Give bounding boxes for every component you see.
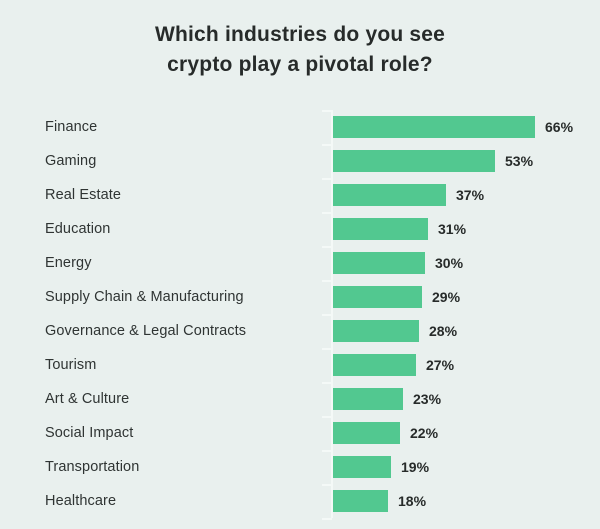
category-label: Art & Culture — [45, 390, 130, 407]
category-label: Real Estate — [45, 186, 122, 203]
category-label: Transportation — [45, 458, 140, 475]
chart-row: Transportation 19% — [0, 450, 600, 484]
axis-tick — [322, 211, 332, 214]
value-label: 30% — [435, 254, 464, 271]
chart-row: Art & Culture 23% — [0, 382, 600, 416]
chart-row: Governance & Legal Contracts 28% — [0, 314, 600, 348]
value-label: 22% — [410, 424, 439, 441]
category-label: Education — [45, 220, 111, 237]
y-axis-line — [331, 109, 333, 518]
axis-tick — [322, 143, 332, 146]
axis-tick — [322, 347, 332, 350]
axis-tick — [322, 415, 332, 418]
axis-tick — [322, 483, 332, 486]
value-label: 31% — [438, 220, 467, 237]
axis-tick — [322, 245, 332, 248]
axis-tick — [322, 449, 332, 452]
bar — [333, 353, 416, 376]
value-label: 66% — [545, 118, 574, 135]
category-label: Supply Chain & Manufacturing — [45, 288, 244, 305]
bar — [333, 421, 400, 444]
bar — [333, 387, 403, 410]
value-label: 27% — [426, 356, 455, 373]
chart-row: Healthcare 18% — [0, 484, 600, 518]
axis-tick — [322, 279, 332, 282]
value-label: 37% — [456, 186, 485, 203]
axis-tick — [322, 313, 332, 316]
category-label: Energy — [45, 254, 92, 271]
bar — [333, 455, 391, 478]
category-label: Gaming — [45, 152, 97, 169]
chart-rows: Finance 66% Gaming 53% Real Estate 37% Educati… — [0, 110, 600, 518]
chart-row: Energy 30% — [0, 246, 600, 280]
chart-row: Social Impact 22% — [0, 416, 600, 450]
bar-chart: Finance 66% Gaming 53% Real Estate 37% Educati… — [0, 109, 600, 520]
chart-row: Real Estate 37% — [0, 178, 600, 212]
chart-row: Gaming 53% — [0, 144, 600, 178]
bar — [333, 115, 535, 138]
chart-row: Education 31% — [0, 212, 600, 246]
chart-row: Tourism 27% — [0, 348, 600, 382]
bar — [333, 149, 495, 172]
bar — [333, 183, 446, 206]
bar — [333, 251, 425, 274]
value-label: 53% — [505, 152, 534, 169]
category-label: Healthcare — [45, 492, 117, 509]
bar — [333, 285, 422, 308]
axis-tick — [322, 177, 332, 180]
bar — [333, 319, 419, 342]
bar — [333, 489, 388, 512]
category-label: Finance — [45, 118, 98, 135]
value-label: 28% — [429, 322, 458, 339]
axis-tick — [322, 517, 332, 520]
value-label: 29% — [432, 288, 461, 305]
chart-title-line2: crypto play a pivotal role? — [167, 53, 433, 77]
axis-tick — [322, 381, 332, 384]
value-label: 18% — [398, 492, 427, 509]
category-label: Governance & Legal Contracts — [45, 322, 247, 339]
chart-title: Which industries do you see crypto play … — [0, 0, 600, 81]
chart-title-line1: Which industries do you see — [154, 23, 446, 46]
value-label: 23% — [413, 390, 442, 407]
value-label: 19% — [401, 458, 430, 475]
category-label: Social Impact — [45, 424, 134, 441]
bar — [333, 217, 428, 240]
chart-row: Finance 66% — [0, 110, 600, 144]
chart-row: Supply Chain & Manufacturing 29% — [0, 280, 600, 314]
axis-tick — [322, 109, 332, 112]
category-label: Tourism — [45, 356, 97, 373]
